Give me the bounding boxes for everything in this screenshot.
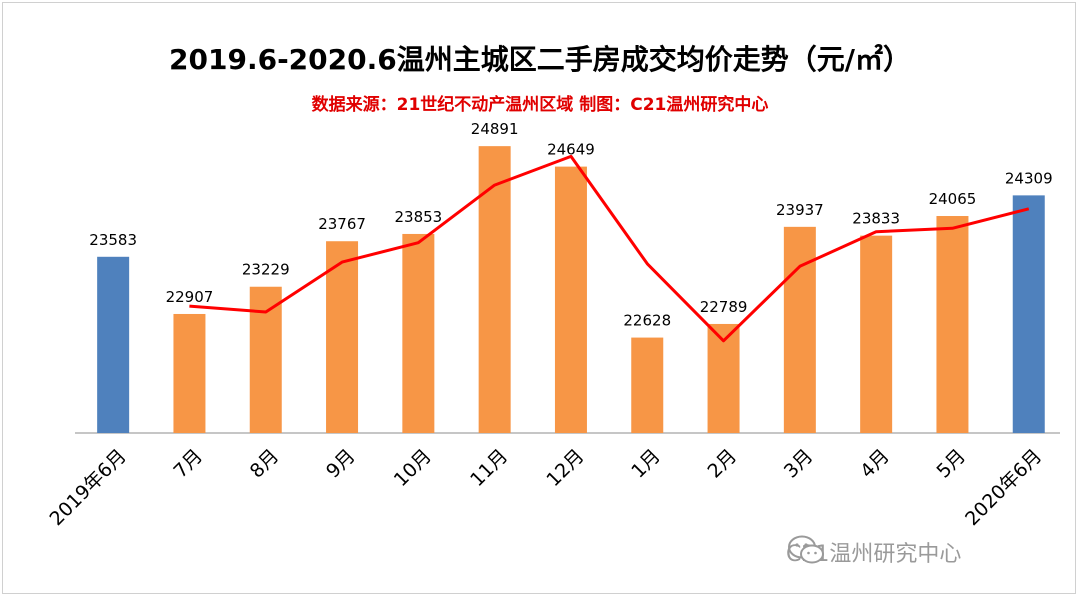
bar-4: [402, 233, 435, 433]
value-label-0: 23583: [89, 231, 137, 249]
watermark: C21温州研究中心: [786, 534, 961, 570]
value-label-6: 24649: [547, 141, 595, 159]
trend-line: [189, 154, 1030, 343]
chart-title: 2019.6-2020.6温州主城区二手房成交均价走势（元/㎡）: [169, 43, 911, 76]
bar-6: [554, 166, 587, 433]
bar-5: [478, 146, 511, 434]
bar-2: [249, 286, 282, 433]
x-tick-label-0: 2019年6月: [46, 445, 131, 530]
value-label-7: 22628: [623, 312, 671, 330]
value-label-12: 24309: [1005, 169, 1053, 187]
bar-7: [631, 337, 664, 433]
value-label-10: 23833: [852, 210, 900, 228]
x-tick-label-1: 7月: [169, 445, 207, 483]
value-label-1: 22907: [166, 288, 214, 306]
x-tick-label-8: 2月: [704, 445, 742, 483]
wechat-icon: [788, 535, 824, 564]
chart-subtitle: 数据来源：21世纪不动产温州区域 制图：C21温州研究中心: [311, 95, 769, 115]
x-tick-label-12: 2020年6月: [961, 445, 1046, 530]
value-label-9: 23937: [776, 201, 824, 219]
bar-12: [1012, 195, 1045, 433]
value-label-3: 23767: [318, 215, 366, 233]
x-tick-label-3: 9月: [322, 445, 360, 483]
bar-11: [936, 216, 969, 433]
x-tick-label-10: 4月: [856, 445, 894, 483]
x-tick-label-6: 12月: [542, 445, 588, 491]
value-label-5: 24891: [471, 120, 519, 138]
x-tick-label-5: 11月: [466, 445, 512, 491]
x-tick-label-2: 8月: [246, 445, 284, 483]
x-tick-label-4: 10月: [390, 445, 436, 491]
bar-10: [860, 235, 893, 433]
value-label-2: 23229: [242, 261, 290, 279]
x-tick-label-9: 3月: [780, 445, 818, 483]
value-label-8: 22789: [700, 298, 748, 316]
x-tick-label-11: 5月: [932, 445, 970, 483]
x-tick-label-7: 1月: [627, 445, 665, 483]
bar-3: [326, 241, 359, 433]
bar-0: [97, 256, 130, 433]
value-label-11: 24065: [929, 190, 977, 208]
bar-1: [173, 313, 206, 433]
bar-9: [783, 226, 816, 433]
value-label-4: 23853: [394, 208, 442, 226]
